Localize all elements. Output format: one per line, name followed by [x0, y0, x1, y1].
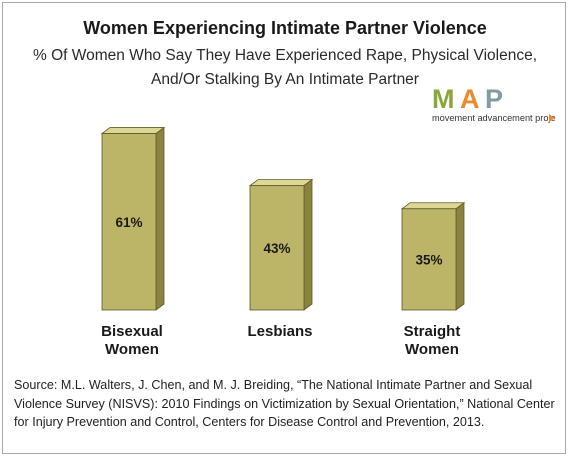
bar-top-straight-women [400, 202, 466, 210]
logo-letter-p: P [485, 86, 503, 114]
value-label-bisexual-women: 61% [115, 215, 142, 230]
logo-tagline: movement advancement project [432, 113, 556, 123]
bar-lesbians [249, 185, 305, 311]
bar-top-bisexual-women [100, 127, 166, 134]
bar-straight-women [401, 208, 457, 311]
bar-side-bisexual-women [155, 126, 165, 311]
bar-chart: 61%BisexualWomen43%Lesbians35%StraightWo… [100, 126, 466, 358]
logo-arrow-icon [549, 114, 555, 122]
bar-top-lesbians [248, 179, 314, 187]
source-note: Source: M.L. Walters, J. Chen, and M. J.… [14, 378, 555, 429]
bar-side-straight-women [455, 201, 465, 311]
category-label-straight-women-line-2: Women [405, 341, 459, 358]
category-label-straight-women-line-1: Straight [404, 323, 461, 340]
bar-bisexual-women [101, 133, 157, 311]
chart-title: Women Experiencing Intimate Partner Viol… [83, 18, 487, 38]
category-label-bisexual-women-line-2: Women [105, 341, 159, 358]
logo-letter-a: A [460, 86, 480, 114]
bar-side-lesbians [303, 178, 313, 311]
value-label-straight-women: 35% [415, 252, 442, 267]
category-label-lesbians-line-1: Lesbians [247, 323, 312, 340]
value-label-lesbians: 43% [263, 241, 290, 256]
category-label-bisexual-women-line-1: Bisexual [101, 323, 163, 340]
chart-subtitle: % Of Women Who Say They Have Experienced… [33, 47, 537, 88]
logo-letter-m: M [432, 86, 455, 114]
map-logo: M A P movement advancement project [432, 86, 556, 123]
